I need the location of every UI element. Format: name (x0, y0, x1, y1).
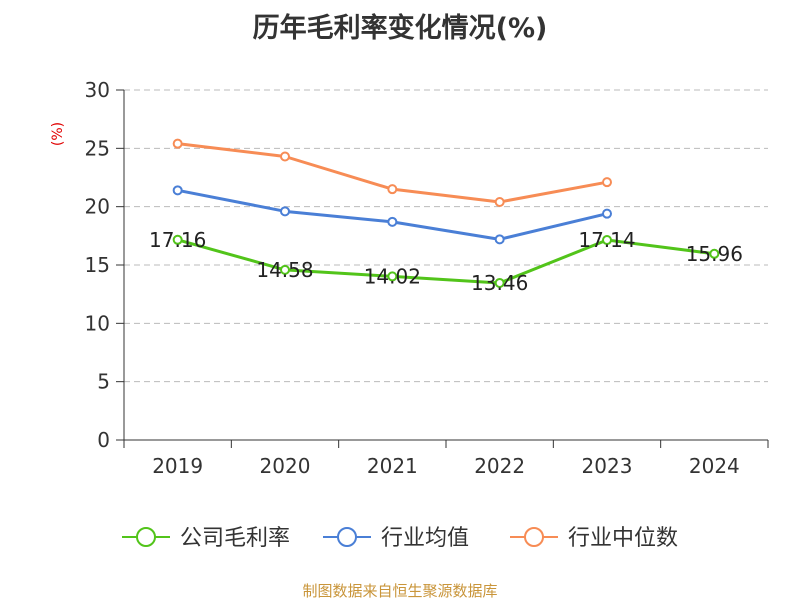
data-point (494, 277, 505, 288)
y-tick-label: 5 (97, 370, 110, 394)
data-point (602, 177, 612, 188)
data-label: 15.96 (686, 242, 743, 266)
y-tick-label: 30 (85, 78, 110, 102)
x-tick-label: 2019 (152, 454, 203, 478)
chart-title: 历年毛利率变化情况(%) (252, 13, 548, 44)
y-tick-label: 20 (85, 195, 110, 219)
y-tick-label: 10 (85, 311, 110, 335)
data-point (387, 216, 398, 227)
series-line (177, 188, 608, 241)
data-label: 14.58 (256, 258, 313, 282)
y-tick-label: 15 (85, 253, 110, 277)
data-point (280, 264, 290, 275)
legend-label: 行业均值 (381, 526, 469, 551)
x-tick-label: 2022 (474, 454, 525, 478)
data-point (172, 234, 183, 245)
data-point (494, 197, 505, 207)
data-point (387, 271, 398, 282)
data-point (280, 206, 290, 217)
data-label: 17.16 (149, 228, 206, 252)
x-tick-label: 2021 (367, 454, 418, 478)
x-tick-label: 2023 (582, 454, 633, 478)
data-label: 17.14 (578, 228, 635, 252)
data-point (172, 138, 183, 149)
data-point (280, 151, 290, 162)
x-tick-label: 2024 (689, 454, 740, 478)
y-tick-label: 25 (85, 136, 110, 160)
data-label: 13.46 (471, 271, 528, 295)
data-label: 14.02 (364, 264, 421, 288)
legend-marker (337, 527, 357, 547)
data-point (172, 185, 183, 196)
x-tick-label: 2020 (260, 454, 311, 478)
data-point (494, 234, 505, 245)
legend-label: 公司毛利率 (180, 526, 290, 551)
y-tick-label: 0 (97, 428, 110, 452)
data-point (709, 248, 720, 259)
legend-marker (136, 527, 156, 547)
series-line (177, 238, 715, 285)
data-point (602, 235, 612, 246)
data-point (387, 184, 398, 195)
data-point (602, 208, 612, 219)
data-source-note: 制图数据来自恒生聚源数据库 (302, 582, 498, 600)
legend-label: 行业中位数 (568, 526, 678, 551)
legend-marker (524, 527, 544, 547)
